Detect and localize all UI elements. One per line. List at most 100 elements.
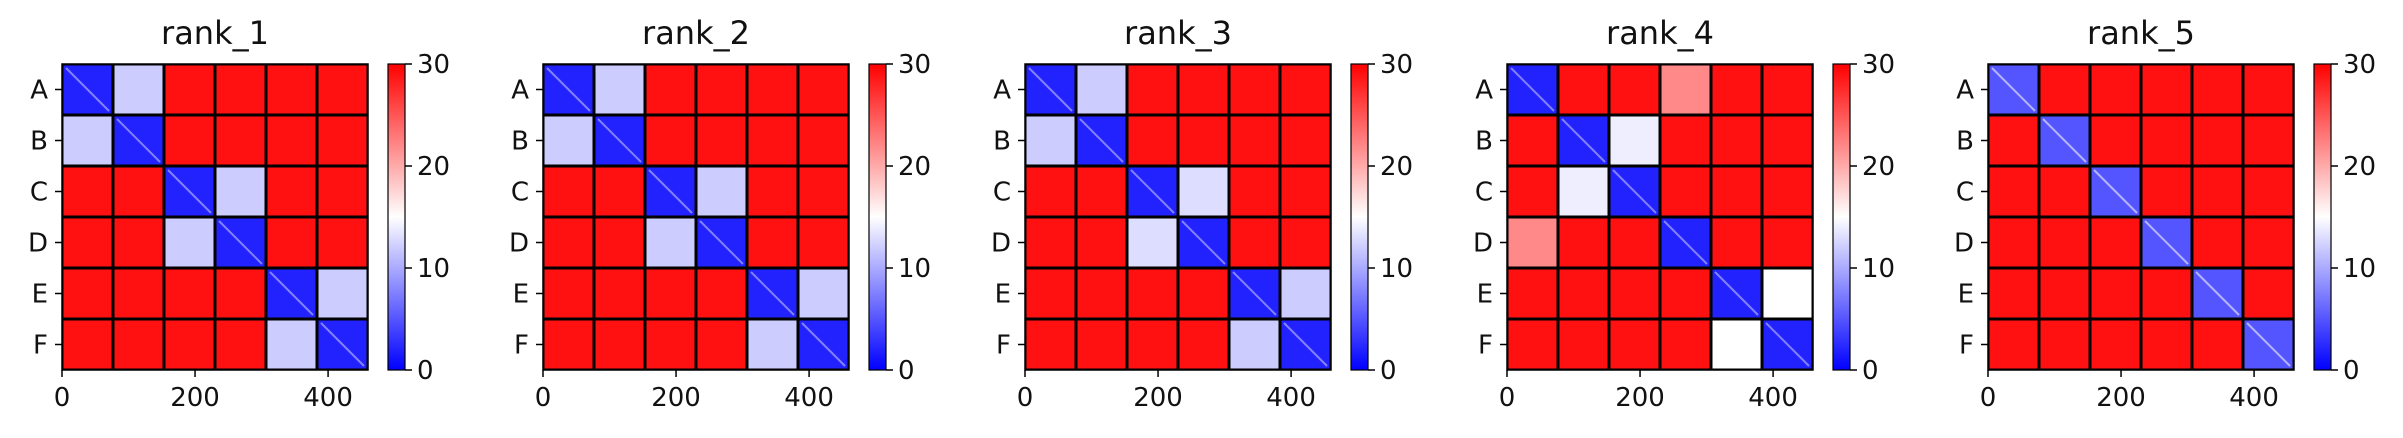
diagonal-streak — [2195, 271, 2240, 316]
heatmap-block — [799, 218, 848, 267]
x-tick-label: 200 — [1133, 383, 1183, 413]
heatmap-block — [2091, 65, 2140, 114]
y-tick-label: C — [1475, 178, 1493, 208]
heatmap-block — [1026, 116, 1075, 165]
colorbar-tick-label: 10 — [898, 254, 931, 284]
heatmap-block — [748, 320, 797, 369]
colorbar — [2314, 64, 2331, 370]
heatmap-block — [2244, 218, 2293, 267]
colorbar — [1833, 64, 1850, 370]
heatmap-block — [114, 269, 163, 318]
plot-area — [62, 64, 368, 370]
heatmap-block — [267, 218, 316, 267]
diagonal-streak — [1991, 67, 2036, 112]
heatmap-block — [2193, 116, 2242, 165]
heatmap-block — [216, 167, 265, 216]
diagonal-streak — [801, 322, 846, 367]
heatmap-block — [1610, 218, 1659, 267]
heatmap-block — [1763, 269, 1812, 318]
heatmap-block — [646, 218, 695, 267]
plot-frame — [1987, 63, 2295, 371]
heatmap-block — [114, 167, 163, 216]
colorbar — [1351, 64, 1368, 370]
diagonal-streak — [750, 271, 795, 316]
heatmap-block — [1179, 167, 1228, 216]
heatmap-block — [799, 116, 848, 165]
heatmap-block — [2244, 116, 2293, 165]
diagonal-streak — [2144, 220, 2189, 265]
heatmap-block — [1559, 218, 1608, 267]
heatmap-block — [1661, 320, 1710, 369]
heatmap-block — [1128, 218, 1177, 267]
heatmap-block — [697, 116, 746, 165]
colorbar-frame — [387, 63, 406, 371]
heatmap-block — [646, 116, 695, 165]
heatmap-block — [2142, 320, 2191, 369]
diagonal-streak — [269, 271, 314, 316]
heatmap-block — [1077, 65, 1126, 114]
heatmap-block — [799, 167, 848, 216]
heatmap-block — [165, 218, 214, 267]
heatmap-block — [1610, 269, 1659, 318]
heatmap-block — [748, 218, 797, 267]
plot-frame — [61, 63, 369, 371]
heatmap-block — [63, 269, 112, 318]
diagonal-streak — [1028, 67, 1073, 112]
heatmap-block — [1712, 65, 1761, 114]
heatmap-block — [1712, 167, 1761, 216]
x-tick-label: 0 — [535, 383, 552, 413]
heatmap-block — [646, 65, 695, 114]
heatmap-block — [1661, 167, 1710, 216]
heatmap-block — [2040, 320, 2089, 369]
heatmap-block — [1661, 116, 1710, 165]
y-tick-label: A — [1475, 76, 1493, 106]
panel-title: rank_2 — [642, 14, 750, 52]
heatmap-block — [1230, 116, 1279, 165]
x-tick-label: 200 — [2096, 383, 2146, 413]
heatmap-block — [114, 65, 163, 114]
colorbar-tick-label: 30 — [1862, 50, 1895, 80]
heatmap-block — [2040, 218, 2089, 267]
diagonal-streak — [699, 220, 744, 265]
y-tick-label: A — [1956, 76, 1974, 106]
heatmap-block — [544, 320, 593, 369]
x-tick-label: 200 — [170, 383, 220, 413]
heatmap-block — [1661, 269, 1710, 318]
diagonal-streak — [1510, 67, 1555, 112]
colorbar — [869, 64, 886, 370]
heatmap-block — [1281, 218, 1330, 267]
colorbar-tick-label: 0 — [417, 356, 434, 386]
heatmap-block — [748, 167, 797, 216]
diagonal-streak — [546, 67, 591, 112]
heatmap-block — [697, 65, 746, 114]
heatmap-block — [1559, 167, 1608, 216]
heatmap-block — [1179, 116, 1228, 165]
heatmap-block — [1128, 116, 1177, 165]
heatmap-block — [2091, 320, 2140, 369]
heatmap-block — [1077, 167, 1126, 216]
heatmap-block — [1559, 269, 1608, 318]
diagonal-streak — [1765, 322, 1810, 367]
heatmap-block — [2142, 269, 2191, 318]
colorbar-tick-label: 30 — [417, 50, 450, 80]
heatmap-block — [1610, 116, 1659, 165]
diagonal-streak — [1612, 169, 1657, 214]
heatmap-block — [1763, 218, 1812, 267]
x-tick-label: 400 — [2229, 383, 2279, 413]
heatmap-block — [63, 218, 112, 267]
heatmap-block — [748, 116, 797, 165]
colorbar-frame — [2313, 63, 2332, 371]
heatmap-block — [1508, 116, 1557, 165]
heatmap-block — [267, 167, 316, 216]
colorbar-tick-label: 30 — [2343, 50, 2376, 80]
heatmap-block — [544, 116, 593, 165]
heatmap-block — [1989, 269, 2038, 318]
heatmap-block — [1077, 218, 1126, 267]
heatmap-block — [165, 320, 214, 369]
colorbar-tick-label: 0 — [1380, 356, 1397, 386]
x-tick-label: 400 — [1748, 383, 1798, 413]
heatmap-block — [1989, 116, 2038, 165]
